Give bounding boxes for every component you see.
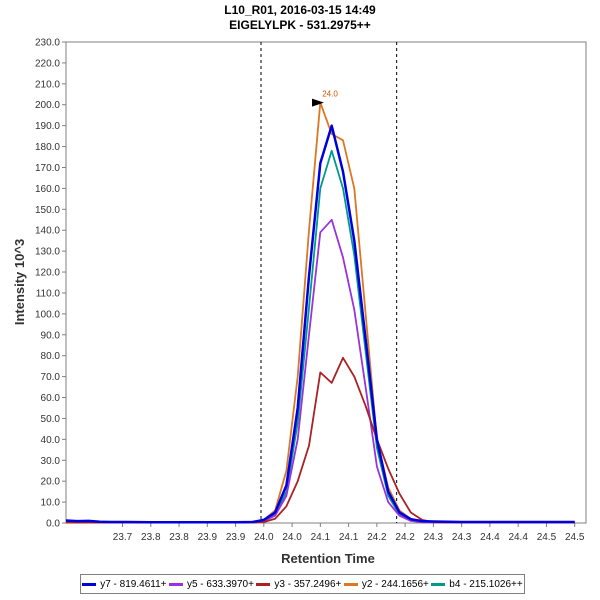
plot-area (65, 41, 587, 524)
legend-label: b4 - 215.1026++ (449, 578, 523, 590)
legend-swatch (168, 582, 183, 586)
x-tick-label: 24.0 (282, 532, 302, 543)
legend-item: y5 - 633.3970+ (168, 578, 254, 590)
y-tick-label: 140.0 (35, 226, 60, 237)
y-tick-label: 40.0 (41, 435, 61, 446)
x-tick-label: 24.5 (537, 532, 557, 543)
x-tick-label: 23.9 (198, 532, 218, 543)
y-tick-label: 10.0 (41, 498, 61, 509)
y-tick-label: 20.0 (41, 477, 61, 488)
y-tick-label: 200.0 (35, 100, 60, 111)
legend-label: y5 - 633.3970+ (186, 578, 254, 590)
chart-subtitle: EIGELYLPK - 531.2975++ (229, 18, 371, 32)
y-tick-label: 170.0 (35, 163, 60, 174)
peak-marker-icon (312, 98, 324, 107)
integration-bounds (260, 42, 398, 523)
x-tick-label: 23.9 (226, 532, 246, 543)
x-tick-label: 24.0 (254, 532, 274, 543)
legend-item: b4 - 215.1026++ (431, 578, 523, 590)
legend-item: y3 - 357.2496+ (256, 579, 341, 590)
y-tick-label: 30.0 (41, 456, 61, 467)
x-tick-label: 24.1 (311, 532, 331, 543)
y-tick-label: 150.0 (35, 205, 60, 216)
y-tick-label: 220.0 (35, 58, 60, 69)
x-tick-label: 24.2 (395, 532, 415, 543)
x-tick-label: 24.4 (480, 532, 500, 543)
x-tick-label: 24.3 (452, 532, 472, 543)
y-tick-label: 130.0 (35, 247, 60, 258)
x-axis-label: Retention Time (281, 551, 375, 566)
x-tick-label: 24.4 (508, 532, 528, 543)
y-axis-label: Intensity 10^3 (12, 239, 27, 325)
y-tick-label: 190.0 (35, 121, 60, 132)
y-tick-label: 60.0 (41, 393, 61, 404)
legend-swatch (82, 582, 97, 586)
y-tick-label: 0.0 (46, 519, 60, 530)
y-tick-label: 100.0 (35, 309, 60, 320)
peak-annotation-label: 24.0 (322, 90, 338, 99)
x-tick-label: 23.7 (113, 532, 133, 543)
x-tick-label: 24.1 (339, 532, 359, 543)
legend: y7 - 819.4611+ y5 - 633.3970+ y3 - 357.249… (80, 574, 525, 594)
y-axis: 0.0 10.0 20.0 30.0 40.0 50.0 60.0 70.0 80.0 90.0 1… (35, 38, 66, 530)
legend-label: y7 - 819.4611+ (100, 578, 167, 590)
legend-swatch (256, 582, 271, 586)
x-tick-label: 24.5 (565, 532, 585, 543)
y-tick-label: 70.0 (41, 372, 61, 383)
y-tick-label: 180.0 (35, 142, 60, 153)
legend-label: y3 - 357.2496+ (274, 578, 342, 590)
y-tick-label: 230.0 (35, 38, 60, 49)
x-tick-label: 23.8 (169, 532, 189, 543)
y-tick-label: 120.0 (35, 268, 60, 279)
legend-item: y2 - 244.1656+ (343, 578, 429, 590)
y-tick-label: 80.0 (41, 351, 61, 362)
chart-title: L10_R01, 2016-03-15 14:49 (224, 3, 376, 17)
x-tick-label: 23.8 (141, 532, 161, 543)
peak-annotation-group: 24.0 (312, 90, 338, 107)
y-tick-label: 110.0 (36, 288, 61, 299)
series-group (65, 101, 575, 524)
y-tick-label: 50.0 (41, 414, 61, 425)
y-tick-label: 160.0 (35, 184, 60, 195)
legend-swatch (343, 582, 358, 586)
legend-swatch (431, 582, 446, 586)
series-line-y7 (65, 124, 575, 524)
x-tick-label: 24.3 (424, 532, 444, 543)
legend-item: y7 - 819.4611+ (82, 579, 166, 590)
x-tick-label: 24.2 (367, 532, 387, 543)
x-axis: 23.7 23.8 23.8 23.9 23.9 24.0 24.0 24.1 24.1 24.2… (113, 523, 585, 543)
y-tick-label: 90.0 (41, 330, 61, 341)
legend-label: y2 - 244.1656+ (361, 578, 429, 590)
y-tick-label: 210.0 (35, 79, 60, 90)
